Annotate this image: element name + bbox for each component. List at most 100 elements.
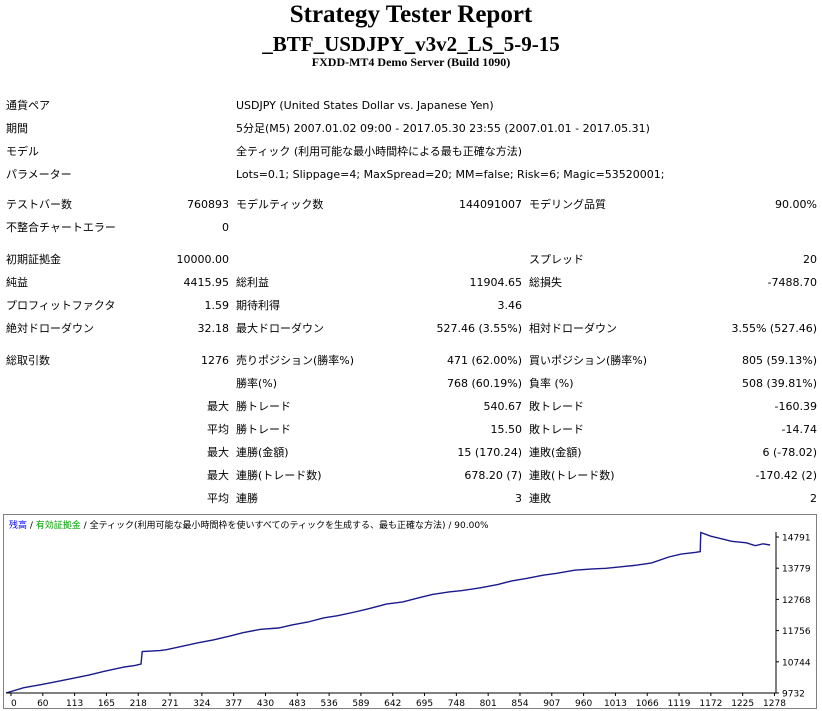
expected-payoff-label: 期待利得	[236, 299, 280, 312]
mismatch-row: 不整合チャートエラー 0	[0, 219, 822, 237]
y-tick-label: 9732	[782, 690, 805, 700]
server-name: FXDD-MT4 Demo Server (Build 1090)	[311, 55, 511, 69]
max-cons-money-row: 最大 連勝(金額) 15 (170.24) 連敗(金額) 6 (-78.02)	[0, 444, 822, 462]
rel-drawdown-label: 相対ドローダウン	[529, 322, 617, 335]
loss-rate-label: 負率 (%)	[529, 377, 574, 390]
legend-equity: 有効証拠金	[36, 519, 81, 531]
max-cons-trades-label: 最大	[207, 469, 229, 482]
ticks-label: モデルティック数	[236, 198, 324, 211]
avg-cons-row: 平均 連勝 3 連敗 2	[0, 490, 822, 508]
period-label: 期間	[6, 122, 28, 135]
expert-name: _BTF_USDJPY_v3v2_LS_5-9-15	[262, 32, 560, 56]
spread-value: 20	[803, 253, 817, 266]
x-tick-label: 907	[543, 699, 560, 708]
largest-loss-value: -160.39	[774, 400, 817, 413]
average-row: 平均 勝トレード 15.50 敗トレード -14.74	[0, 421, 822, 439]
quality-value: 90.00%	[775, 198, 817, 211]
chart-axes: 14791 13779 12768 11756 10744 9732 0 60 113 165 21…	[6, 532, 811, 708]
average-loss-label: 敗トレード	[529, 423, 584, 436]
y-tick-label: 14791	[782, 534, 811, 544]
x-tick-label: 642	[384, 699, 401, 708]
x-tick-label: 748	[448, 699, 465, 708]
largest-win-value: 540.67	[483, 400, 523, 413]
symbol-label: 通貨ペア	[6, 99, 50, 112]
short-positions-value: 471 (62.00%)	[446, 354, 522, 367]
bars-label: テストバー数	[6, 198, 72, 211]
plot-area	[5, 531, 771, 694]
y-tick-label: 12768	[782, 596, 811, 606]
total-trades-label: 総取引数	[6, 354, 50, 367]
y-tick-label: 13779	[782, 565, 811, 575]
long-positions-value: 805 (59.13%)	[741, 354, 817, 367]
average-loss-value: -14.74	[781, 423, 817, 436]
cons-losses-trades-label: 連敗(トレード数)	[529, 469, 615, 482]
long-positions-label: 買いポジション(勝率%)	[529, 354, 648, 367]
x-tick-label: 1119	[668, 699, 691, 708]
model-label: モデル	[6, 145, 39, 158]
abs-drawdown-value: 32.18	[197, 322, 230, 335]
symbol-row: 通貨ペア USDJPY (United States Dollar vs. Ja…	[0, 97, 822, 115]
trades-row: 総取引数 1276 売りポジション(勝率%) 471 (62.00%) 買いポジ…	[0, 352, 822, 370]
x-tick-label: 1013	[604, 699, 627, 708]
avg-cons-wins-label: 連勝	[236, 492, 258, 505]
legend-quality: 90.00%	[454, 521, 489, 531]
x-tick-label: 430	[257, 699, 274, 708]
legend-separator: /	[27, 521, 36, 531]
gross-loss-value: -7488.70	[767, 276, 817, 289]
deposit-label: 初期証拠金	[6, 253, 61, 266]
legend-balance: 残高	[9, 519, 27, 531]
x-tick-label: 0	[11, 699, 17, 708]
win-rate-label: 勝率(%)	[236, 377, 278, 390]
deposit-row: 初期証拠金 10000.00 スプレッド 20	[0, 251, 822, 269]
mismatch-value: 0	[222, 221, 229, 234]
legend-model: 全ティック(利用可能な最小時間枠を使いすべてのティックを生成する、最も正確な方法…	[90, 519, 446, 531]
period-row: 期間 5分足(M5) 2007.01.02 09:00 - 2017.05.30…	[0, 120, 822, 138]
model-value: 全ティック (利用可能な最小時間枠による最も正確な方法)	[236, 145, 523, 158]
bars-value: 760893	[187, 198, 229, 211]
gross-loss-label: 総損失	[529, 276, 562, 289]
gross-profit-label: 総利益	[236, 276, 269, 289]
x-tick-label: 377	[225, 699, 242, 708]
x-tick-label: 1066	[636, 699, 659, 708]
params-label: パラメーター	[6, 168, 72, 181]
win-rate-value: 768 (60.19%)	[446, 377, 522, 390]
profit-factor-value: 1.59	[204, 299, 230, 312]
chart-legend: 残高 / 有効証拠金 / 全ティック(利用可能な最小時間枠を使いすべてのティック…	[9, 519, 489, 531]
largest-label: 最大	[207, 400, 229, 413]
quality-label: モデリング品質	[529, 198, 606, 211]
avg-cons-losses-value: 2	[810, 492, 817, 505]
average-win-value: 15.50	[490, 423, 523, 436]
x-tick-label: 483	[289, 699, 306, 708]
profit-factor-label: プロフィットファクタ	[6, 299, 116, 312]
cons-wins-money-value: 15 (170.24)	[457, 446, 522, 459]
average-label: 平均	[207, 423, 229, 436]
profit-row: 純益 4415.95 総利益 11904.65 総損失 -7488.70	[0, 274, 822, 292]
y-tick-label: 10744	[782, 658, 811, 668]
x-tick-label: 695	[416, 699, 433, 708]
drawdown-row: 絶対ドローダウン 32.18 最大ドローダウン 527.46 (3.55%) 相…	[0, 320, 822, 338]
largest-loss-label: 敗トレード	[529, 400, 584, 413]
short-positions-label: 売りポジション(勝率%)	[236, 354, 355, 367]
period-value: 5分足(M5) 2007.01.02 09:00 - 2017.05.30 23…	[236, 122, 650, 135]
winrate-row: 勝率(%) 768 (60.19%) 負率 (%) 508 (39.81%)	[0, 375, 822, 393]
y-tick-label: 11756	[782, 627, 811, 637]
symbol-value: USDJPY (United States Dollar vs. Japanes…	[236, 99, 494, 112]
x-tick-label: 960	[575, 699, 592, 708]
x-tick-label: 589	[352, 699, 369, 708]
params-value: Lots=0.1; Slippage=4; MaxSpread=20; MM=f…	[236, 168, 665, 181]
legend-separator: /	[81, 521, 90, 531]
pf-row: プロフィットファクタ 1.59 期待利得 3.46	[0, 297, 822, 315]
max-drawdown-value: 527.46 (3.55%)	[436, 322, 522, 335]
total-trades-value: 1276	[201, 354, 229, 367]
bars-row: テストバー数 760893 モデルティック数 144091007 モデリング品質…	[0, 196, 822, 214]
report-title: Strategy Tester Report	[289, 1, 533, 28]
avg-cons-label: 平均	[207, 492, 229, 505]
max-drawdown-label: 最大ドローダウン	[236, 322, 324, 335]
loss-rate-value: 508 (39.81%)	[741, 377, 817, 390]
abs-drawdown-label: 絶対ドローダウン	[6, 322, 94, 335]
cons-losses-money-value: 6 (-78.02)	[762, 446, 817, 459]
net-profit-value: 4415.95	[183, 276, 230, 289]
balance-line	[5, 531, 771, 694]
avg-cons-losses-label: 連敗	[529, 492, 551, 505]
x-tick-label: 165	[98, 699, 115, 708]
